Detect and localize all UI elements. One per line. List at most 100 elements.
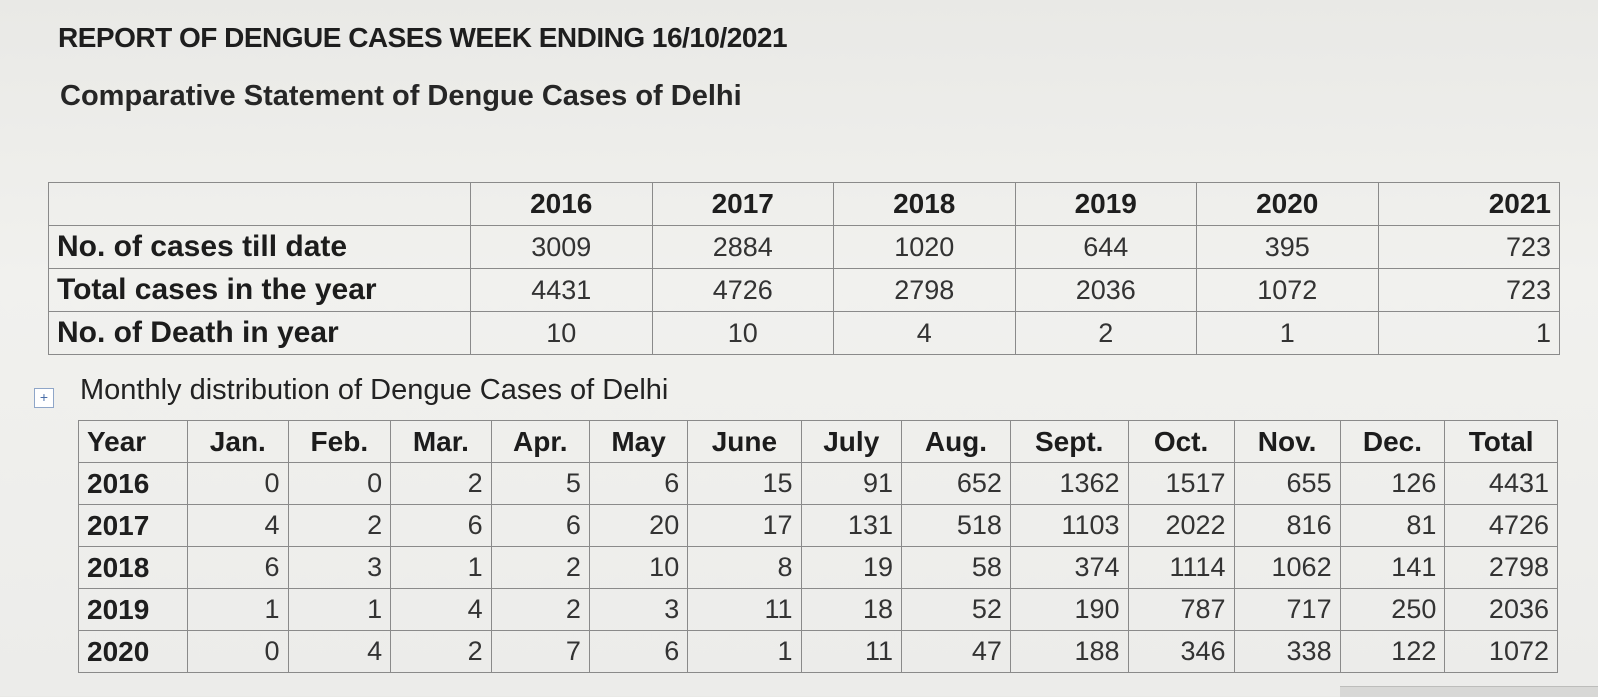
table-cell: 6 — [588, 462, 689, 505]
table-cell: 2 — [390, 630, 492, 673]
column-header-july: July — [800, 420, 902, 463]
table-cell: 58 — [900, 546, 1011, 589]
column-header-feb: Feb. — [287, 420, 392, 463]
summary-cell: 10 — [470, 311, 653, 355]
column-header-dec: Dec. — [1339, 420, 1446, 463]
table-cell: 52 — [900, 588, 1011, 631]
summary-cell: 1072 — [1196, 268, 1379, 312]
table-row: 2017 4 2 6 6 20 17 131 518 1103 2022 816… — [77, 504, 1558, 547]
table-cell: 4 — [287, 630, 392, 673]
table-cell: 188 — [1009, 630, 1129, 673]
summary-year-2020: 2020 — [1196, 182, 1379, 226]
table-cell: 19 — [800, 546, 902, 589]
monthly-header-row: Year Jan. Feb. Mar. Apr. May June July A… — [77, 420, 1558, 463]
table-cell: 1 — [287, 588, 392, 631]
table-cell: 4 — [390, 588, 492, 631]
table-cell: 338 — [1233, 630, 1341, 673]
table-cell: 11 — [800, 630, 902, 673]
summary-cell: 2884 — [651, 225, 834, 269]
summary-cell: 723 — [1377, 225, 1560, 269]
row-year: 2017 — [77, 504, 189, 547]
table-cell: 141 — [1339, 546, 1446, 589]
summary-cell: 4431 — [470, 268, 653, 312]
summary-year-2019: 2019 — [1014, 182, 1197, 226]
summary-row-deaths: No. of Death in year 10 10 4 2 1 1 — [48, 311, 1560, 355]
monthly-table: Year Jan. Feb. Mar. Apr. May June July A… — [77, 420, 1558, 673]
summary-cell: 1 — [1196, 311, 1379, 355]
table-row: 2016 0 0 2 5 6 15 91 652 1362 1517 655 1… — [77, 462, 1558, 505]
summary-row-label: No. of cases till date — [48, 225, 471, 269]
table-cell: 17 — [687, 504, 802, 547]
table-cell: 346 — [1127, 630, 1235, 673]
table-cell: 81 — [1339, 504, 1446, 547]
summary-row-label: No. of Death in year — [48, 311, 471, 355]
summary-cell: 1020 — [833, 225, 1016, 269]
column-header-oct: Oct. — [1127, 420, 1235, 463]
table-cell: 1114 — [1127, 546, 1235, 589]
table-cell: 787 — [1127, 588, 1235, 631]
table-cell: 1062 — [1233, 546, 1341, 589]
summary-header-empty-cell — [48, 182, 471, 226]
summary-year-2017: 2017 — [651, 182, 834, 226]
summary-cell: 2 — [1014, 311, 1197, 355]
table-cell: 2022 — [1127, 504, 1235, 547]
column-header-total: Total — [1444, 420, 1558, 463]
column-header-nov: Nov. — [1233, 420, 1341, 463]
column-header-aug: Aug. — [900, 420, 1011, 463]
table-cell: 2 — [490, 546, 590, 589]
summary-row-total-cases: Total cases in the year 4431 4726 2798 2… — [48, 268, 1560, 312]
column-header-sept: Sept. — [1009, 420, 1129, 463]
report-subtitle: Comparative Statement of Dengue Cases of… — [60, 80, 742, 112]
table-cell: 0 — [187, 630, 289, 673]
summary-cell: 1 — [1377, 311, 1560, 355]
summary-cell: 2036 — [1014, 268, 1197, 312]
table-cell: 1517 — [1127, 462, 1235, 505]
summary-cell: 723 — [1377, 268, 1560, 312]
table-cell: 6 — [390, 504, 492, 547]
summary-header-row: 2016 2017 2018 2019 2020 2021 — [48, 182, 1560, 226]
table-cell: 2 — [490, 588, 590, 631]
row-year: 2020 — [77, 630, 189, 673]
column-header-mar: Mar. — [390, 420, 492, 463]
table-cell: 190 — [1009, 588, 1129, 631]
table-cell: 126 — [1339, 462, 1446, 505]
status-bar — [1340, 686, 1598, 697]
summary-cell: 3009 — [470, 225, 653, 269]
table-cell: 6 — [588, 630, 689, 673]
column-header-jan: Jan. — [187, 420, 289, 463]
table-cell: 1 — [187, 588, 289, 631]
table-cell: 6 — [490, 504, 590, 547]
column-header-may: May — [588, 420, 689, 463]
table-cell: 5 — [490, 462, 590, 505]
summary-cell: 10 — [651, 311, 834, 355]
column-header-apr: Apr. — [490, 420, 590, 463]
report-title: REPORT OF DENGUE CASES WEEK ENDING 16/10… — [58, 22, 788, 53]
table-cell: 0 — [287, 462, 392, 505]
table-cell: 0 — [187, 462, 289, 505]
row-year: 2018 — [77, 546, 189, 589]
summary-cell: 2798 — [833, 268, 1016, 312]
table-cell: 655 — [1233, 462, 1341, 505]
table-cell: 91 — [800, 462, 902, 505]
table-cell: 18 — [800, 588, 902, 631]
summary-row-cases-till-date: No. of cases till date 3009 2884 1020 64… — [48, 225, 1560, 269]
table-cell-total: 4726 — [1444, 504, 1558, 547]
summary-year-2021: 2021 — [1377, 182, 1560, 226]
table-row: 2020 0 4 2 7 6 1 11 47 188 346 338 122 1… — [77, 630, 1558, 673]
table-cell: 6 — [187, 546, 289, 589]
summary-table: 2016 2017 2018 2019 2020 2021 No. of cas… — [48, 182, 1560, 355]
table-cell: 1103 — [1009, 504, 1129, 547]
table-cell-total: 2036 — [1444, 588, 1558, 631]
table-cell: 47 — [900, 630, 1011, 673]
row-year: 2016 — [77, 462, 189, 505]
column-header-june: June — [687, 420, 802, 463]
table-cell: 250 — [1339, 588, 1446, 631]
summary-year-2018: 2018 — [833, 182, 1016, 226]
column-header-year: Year — [77, 420, 189, 463]
table-cell: 20 — [588, 504, 689, 547]
table-cell: 2 — [390, 462, 492, 505]
summary-year-2016: 2016 — [470, 182, 653, 226]
move-handle-icon[interactable]: + — [34, 388, 54, 408]
summary-cell: 644 — [1014, 225, 1197, 269]
table-cell-total: 1072 — [1444, 630, 1558, 673]
